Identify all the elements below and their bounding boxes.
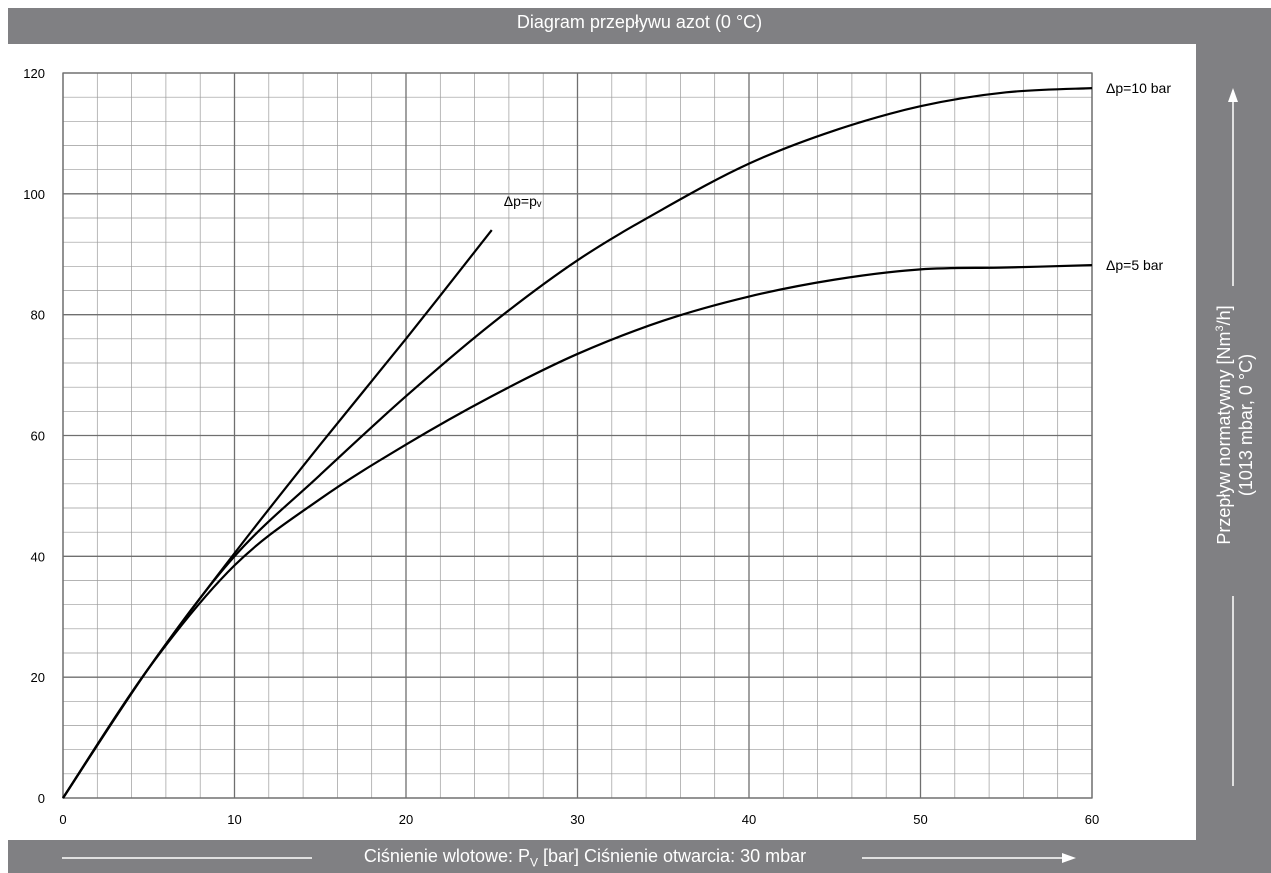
y-tick-label: 0 — [38, 791, 45, 806]
y-tick-label: 20 — [31, 670, 45, 685]
x-axis-label-suffix: [bar] Ciśnienie otwarcia: 30 mbar — [537, 846, 807, 866]
plot-frame — [62, 72, 1093, 799]
x-axis-label-prefix: Ciśnienie wlotowe: P — [363, 846, 530, 866]
x-tick-label: 0 — [59, 812, 66, 827]
curves — [62, 87, 1093, 799]
y-tick-label: 80 — [31, 308, 45, 323]
title-bar — [8, 8, 1271, 44]
x-tick-label: 20 — [399, 812, 413, 827]
curve-labels: Δp=pᵥ Δp=10 bar Δp=5 bar — [504, 80, 1172, 273]
y-tick-label: 120 — [23, 66, 45, 81]
curve-series-3 — [62, 264, 1093, 799]
chart-title: Diagram przepływu azot (0 °C) — [516, 12, 763, 32]
curve-label-series-3: Δp=5 bar — [1106, 257, 1164, 273]
x-tick-label: 60 — [1085, 812, 1099, 827]
y-arrow-head-icon — [1228, 88, 1238, 102]
y-tick-label: 40 — [31, 549, 45, 564]
tick-labels: 0 10 20 30 40 50 60 0 20 40 60 80 100 120 — [23, 66, 1099, 827]
curve-label-series-1: Δp=pᵥ — [504, 193, 542, 209]
x-tick-label: 10 — [227, 812, 241, 827]
x-arrow-head-icon — [1062, 853, 1076, 863]
x-tick-label: 40 — [742, 812, 756, 827]
curve-series-2 — [62, 87, 1093, 799]
x-axis-label-subscript: V — [529, 855, 538, 870]
y-tick-label: 100 — [23, 187, 45, 202]
curve-label-series-2: Δp=10 bar — [1106, 80, 1171, 96]
x-axis-label-bar — [8, 840, 1271, 873]
x-tick-label: 50 — [913, 812, 927, 827]
y-tick-label: 60 — [31, 429, 45, 444]
x-axis-label: Ciśnienie wlotowe: PV [bar] Ciśnienie ot… — [300, 846, 870, 870]
x-tick-label: 30 — [570, 812, 584, 827]
